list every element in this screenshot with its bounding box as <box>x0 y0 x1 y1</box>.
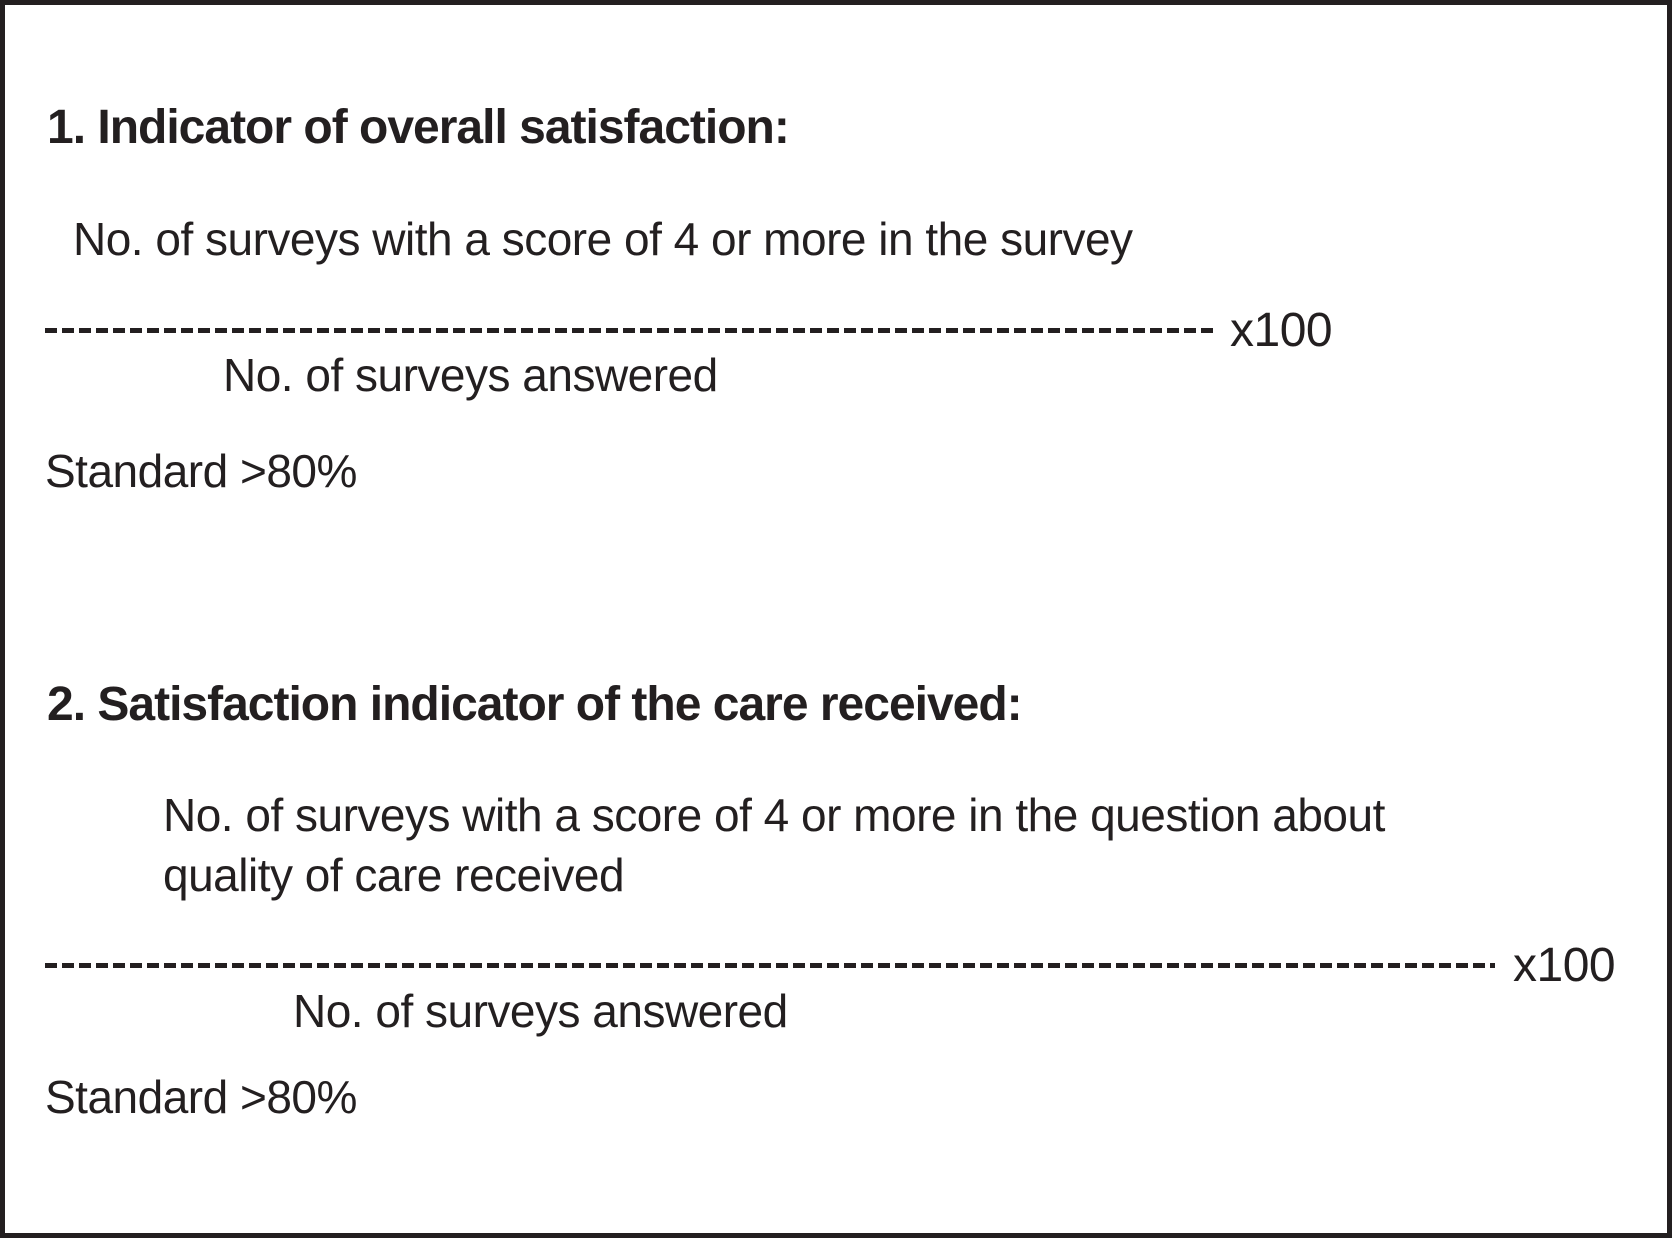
indicator-1-multiplier: x100 <box>1230 303 1333 357</box>
indicator-2-fraction-row: x100 <box>45 938 1616 992</box>
indicator-1-numerator: No. of surveys with a score of 4 or more… <box>73 213 1133 265</box>
indicator-1-fraction-row: x100 <box>45 303 1333 357</box>
indicator-2-heading: 2. Satisfaction indicator of the care re… <box>47 678 1023 731</box>
indicator-1-fraction-bar <box>45 327 1215 333</box>
indicator-1-denominator: No. of surveys answered <box>223 349 718 401</box>
indicator-2-numerator-line-2: quality of care received <box>163 848 625 901</box>
indicator-2-multiplier: x100 <box>1513 938 1616 992</box>
indicator-2-numerator: No. of surveys with a score of 4 or more… <box>163 786 1385 906</box>
indicator-2-standard-note: Standard >80% <box>45 1071 357 1123</box>
indicator-2-numerator-line-1: No. of surveys with a score of 4 or more… <box>163 789 1385 841</box>
indicator-2-denominator: No. of surveys answered <box>293 985 788 1037</box>
indicator-2-fraction-bar <box>45 962 1495 968</box>
indicator-1-heading: 1. Indicator of overall satisfaction: <box>47 101 790 154</box>
indicator-1-standard-note: Standard >80% <box>45 445 357 497</box>
